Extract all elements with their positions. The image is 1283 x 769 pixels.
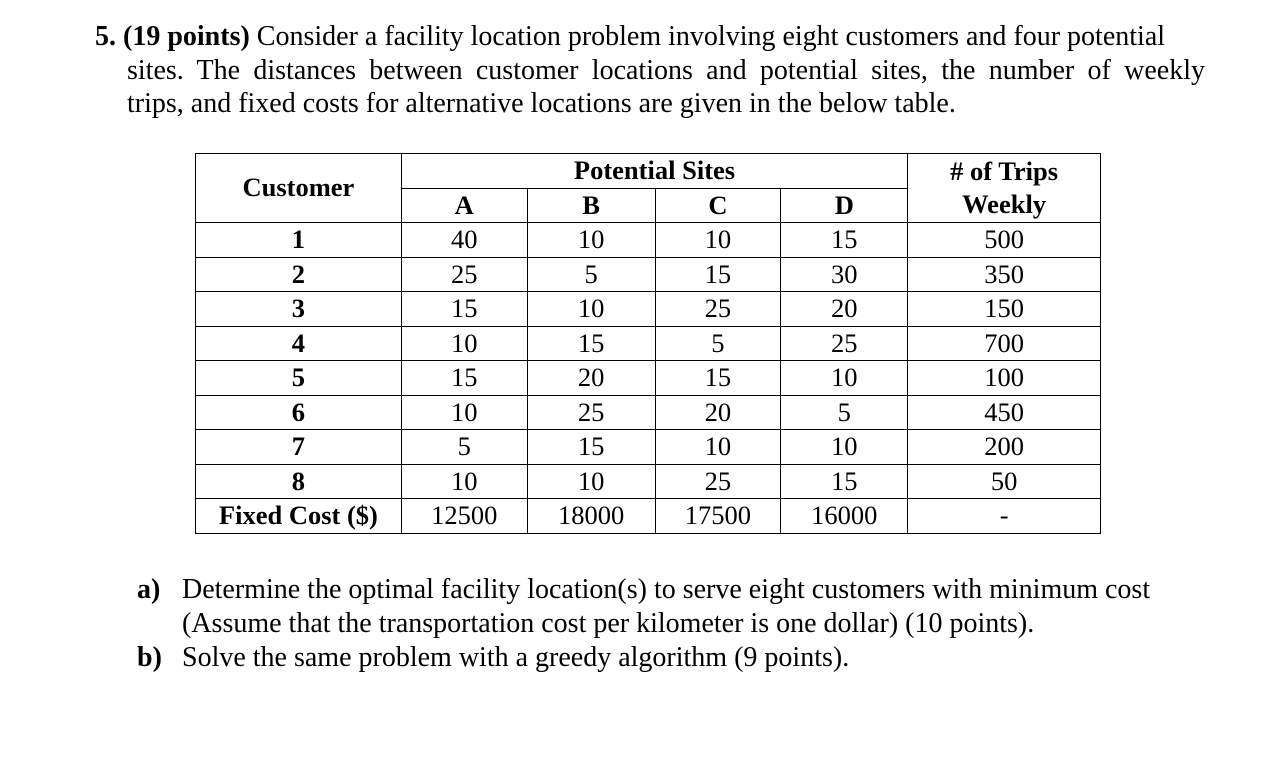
problem-statement: 5. (19 points) Consider a facility locat…	[95, 20, 1205, 121]
distance-a: 15	[400, 291, 528, 327]
fixed-cost-label: Fixed Cost ($)	[195, 498, 402, 534]
table-row: 8 10 10 25 15 50	[195, 463, 1101, 499]
site-header-b: B	[526, 187, 656, 223]
customer-id: 1	[195, 222, 402, 258]
distance-a: 10	[400, 463, 528, 499]
problem-line-1: 5. (19 points) Consider a facility locat…	[95, 20, 1205, 54]
distance-b: 15	[526, 429, 656, 465]
trips-header-line-2: Weekly	[962, 189, 1047, 219]
question-a-label: a)	[137, 574, 161, 605]
distance-b: 10	[526, 222, 656, 258]
distance-b: 20	[526, 360, 656, 396]
fixed-cost-trips: -	[907, 498, 1101, 534]
table-row: 3 15 10 25 20 150	[195, 291, 1101, 327]
distance-d: 5	[780, 394, 909, 430]
weekly-trips: 50	[907, 463, 1101, 499]
table-header-row-2: A B C D	[196, 187, 1101, 223]
weekly-trips: 500	[907, 222, 1101, 258]
distance-c: 10	[654, 222, 782, 258]
distance-d: 10	[780, 429, 909, 465]
customer-header: Customer	[195, 153, 402, 223]
distance-d: 15	[780, 463, 909, 499]
customer-id: 2	[195, 256, 402, 292]
distance-b: 25	[526, 394, 656, 430]
problem-points: (19 points)	[123, 21, 250, 52]
distance-b: 5	[526, 256, 656, 292]
distance-d: 25	[780, 325, 909, 361]
distance-c: 15	[654, 256, 782, 292]
table-row: 6 10 25 20 5 450	[195, 394, 1101, 430]
distance-a: 10	[400, 325, 528, 361]
problem-line-2: sites. The distances between customer lo…	[127, 54, 1205, 86]
weekly-trips: 700	[907, 325, 1101, 361]
distance-d: 10	[780, 360, 909, 396]
weekly-trips: 350	[907, 256, 1101, 292]
question-b-text: Solve the same problem with a greedy alg…	[182, 641, 849, 675]
distance-c: 10	[654, 429, 782, 465]
table-row: 1 40 10 10 15 500	[195, 222, 1101, 258]
weekly-trips: 450	[907, 394, 1101, 430]
distance-c: 25	[654, 463, 782, 499]
question-a: a) Determine the optimal facility locati…	[137, 573, 1150, 641]
distance-a: 10	[400, 394, 528, 430]
table-row: 4 10 15 5 25 700	[195, 325, 1101, 361]
site-header-c: C	[654, 187, 782, 223]
problem-line-3: trips, and fixed costs for alternative l…	[127, 88, 956, 119]
customer-id: 3	[195, 291, 402, 327]
distance-b: 10	[526, 463, 656, 499]
question-a-line-2: (Assume that the transportation cost per…	[182, 608, 1035, 639]
weekly-trips: 100	[907, 360, 1101, 396]
distance-a: 15	[400, 360, 528, 396]
table-header-row-1: Customer Potential Sites # of Trips Week…	[195, 153, 1101, 223]
trips-header-line-1: # of Trips	[950, 156, 1059, 186]
distance-a: 40	[400, 222, 528, 258]
weekly-trips: 150	[907, 291, 1101, 327]
weekly-trips: 200	[907, 429, 1101, 465]
distance-b: 10	[526, 291, 656, 327]
distance-c: 25	[654, 291, 782, 327]
sub-questions: a) Determine the optimal facility locati…	[137, 573, 1150, 675]
question-a-text: Determine the optimal facility location(…	[182, 573, 1150, 641]
distance-c: 5	[654, 325, 782, 361]
site-header-d: D	[780, 187, 909, 223]
distance-d: 30	[780, 256, 909, 292]
problem-line-1-text: Consider a facility location problem inv…	[256, 21, 1166, 52]
fixed-cost-b: 18000	[526, 498, 656, 534]
table-row: 7 5 15 10 10 200	[195, 429, 1101, 465]
customer-id: 4	[195, 325, 402, 361]
fixed-cost-c: 17500	[654, 498, 782, 534]
question-b-line-1: Solve the same problem with a greedy alg…	[182, 642, 850, 673]
question-a-line-1: Determine the optimal facility location(…	[182, 574, 1151, 605]
customer-id: 6	[195, 394, 402, 430]
facility-table: Customer Potential Sites # of Trips Week…	[195, 153, 1101, 534]
distance-a: 5	[400, 429, 528, 465]
distance-c: 15	[654, 360, 782, 396]
trips-header: # of Trips Weekly	[907, 153, 1101, 223]
question-b-label: b)	[137, 642, 162, 673]
site-header-a: A	[400, 187, 528, 223]
table-row: 2 25 5 15 30 350	[195, 256, 1101, 292]
problem-number: 5.	[95, 21, 116, 52]
question-b: b) Solve the same problem with a greedy …	[137, 641, 1150, 675]
customer-id: 8	[195, 463, 402, 499]
table-row: 5 15 20 15 10 100	[195, 360, 1101, 396]
distance-d: 20	[780, 291, 909, 327]
distance-c: 20	[654, 394, 782, 430]
customer-id: 5	[195, 360, 402, 396]
fixed-cost-row: Fixed Cost ($) 12500 18000 17500 16000 -	[195, 498, 1101, 534]
distance-d: 15	[780, 222, 909, 258]
fixed-cost-a: 12500	[400, 498, 528, 534]
customer-id: 7	[195, 429, 402, 465]
distance-b: 15	[526, 325, 656, 361]
fixed-cost-d: 16000	[780, 498, 909, 534]
distance-a: 25	[400, 256, 528, 292]
potential-sites-header: Potential Sites	[400, 153, 909, 189]
